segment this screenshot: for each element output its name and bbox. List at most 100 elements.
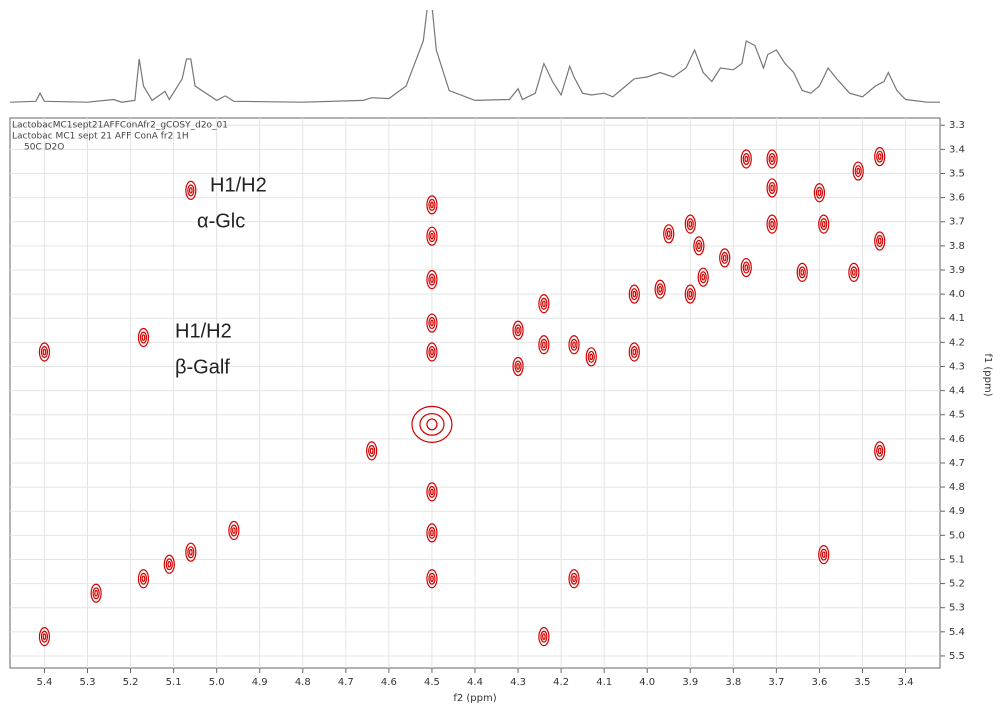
cross-peak — [430, 276, 434, 283]
cross-peak — [768, 218, 776, 231]
cross-peak — [570, 572, 578, 585]
cross-peak — [721, 251, 729, 264]
cross-peak — [185, 542, 197, 562]
cross-peak — [874, 441, 886, 461]
cross-peak — [684, 284, 696, 304]
cross-peak — [850, 266, 858, 279]
cross-peak — [630, 288, 638, 301]
x-tick-label: 3.4 — [898, 677, 914, 688]
cross-peak — [430, 201, 434, 209]
cross-peak — [821, 551, 826, 558]
annotation: α-Glc — [197, 210, 245, 232]
cross-peak — [632, 348, 637, 356]
cross-peak — [40, 345, 49, 358]
cross-peak — [426, 523, 438, 543]
cross-peak — [428, 485, 436, 498]
y-tick-label: 5.3 — [949, 603, 965, 614]
cross-peak — [722, 254, 727, 262]
x-tick-label: 4.5 — [424, 677, 440, 688]
cross-peak — [630, 345, 638, 358]
cross-peak — [697, 242, 701, 250]
cross-peak — [815, 186, 824, 199]
y-tick-label: 5.0 — [949, 530, 965, 541]
cross-peak — [848, 262, 860, 282]
cross-peak — [411, 405, 453, 443]
cross-peak — [876, 235, 884, 248]
x-tick-label: 5.0 — [209, 677, 225, 688]
cross-peak — [426, 569, 438, 589]
cross-peak — [38, 627, 51, 647]
cross-peak — [188, 187, 193, 194]
y-tick-label: 3.5 — [949, 168, 965, 179]
y-tick-label: 5.2 — [949, 579, 965, 590]
cross-peak — [540, 338, 548, 351]
y-tick-label: 3.9 — [949, 265, 965, 276]
cross-peak — [368, 444, 376, 457]
cross-peak — [856, 167, 861, 175]
cross-peak — [768, 181, 776, 194]
x-tick-label: 4.0 — [639, 677, 655, 688]
y-tick-label: 4.4 — [949, 386, 965, 397]
cross-peak — [818, 214, 830, 234]
cross-peak — [232, 527, 236, 534]
cross-peak — [514, 324, 522, 337]
cross-peak — [665, 227, 673, 240]
cross-peak — [766, 178, 778, 198]
cross-peak — [90, 583, 102, 603]
cross-peak — [742, 261, 750, 274]
x-tick-label: 5.2 — [123, 677, 139, 688]
cross-peak — [514, 360, 522, 373]
cross-peak — [572, 575, 576, 583]
y-tick-label: 4.2 — [949, 337, 965, 348]
cross-peak — [369, 447, 374, 455]
x-tick-label: 4.2 — [553, 677, 569, 688]
y-tick-label: 4.9 — [949, 506, 965, 517]
cross-peak — [719, 248, 731, 268]
cross-peak — [430, 529, 434, 537]
x-tick-label: 4.9 — [252, 677, 268, 688]
cross-peak — [426, 342, 438, 362]
cross-peak — [766, 149, 778, 169]
cross-peak — [854, 165, 862, 178]
cross-peak — [430, 575, 434, 583]
cross-peak — [187, 546, 195, 559]
cross-peak — [585, 347, 597, 367]
cross-peak — [516, 326, 520, 334]
cross-peak — [188, 548, 193, 556]
cross-peak — [770, 155, 774, 163]
cross-peak — [742, 153, 750, 166]
cross-peak — [426, 482, 438, 502]
cross-peak — [686, 218, 694, 231]
cross-peak — [798, 266, 806, 279]
cross-peak — [512, 356, 524, 377]
cross-peak — [428, 317, 436, 330]
cross-peak — [684, 214, 696, 234]
cross-peak — [568, 335, 580, 355]
cross-peak — [744, 155, 749, 163]
cross-peak — [141, 334, 146, 341]
cross-peak — [426, 313, 438, 333]
cross-peak — [568, 569, 580, 589]
cross-peak — [419, 412, 445, 436]
cross-peak — [770, 220, 774, 228]
x-tick-label: 4.6 — [381, 677, 397, 688]
cross-peak — [538, 335, 550, 355]
cross-peak — [428, 198, 436, 211]
y-tick-label: 3.4 — [949, 144, 965, 155]
y-tick-label: 4.3 — [949, 361, 965, 372]
cross-peak — [874, 146, 886, 167]
cross-peak — [540, 630, 548, 643]
cross-peak — [516, 363, 520, 370]
x-tick-label: 3.6 — [811, 677, 827, 688]
y-tick-label: 4.6 — [949, 434, 965, 445]
y-tick-label: 4.8 — [949, 482, 965, 493]
cross-peak — [817, 189, 822, 197]
cross-peak — [693, 236, 705, 256]
cross-peak — [430, 232, 434, 240]
cross-peak — [428, 273, 436, 286]
cross-peak — [666, 230, 671, 238]
x-tick-label: 4.8 — [295, 677, 311, 688]
annotation: H1/H2 — [175, 320, 232, 342]
cross-peak — [430, 348, 434, 356]
cross-peak — [187, 184, 195, 197]
